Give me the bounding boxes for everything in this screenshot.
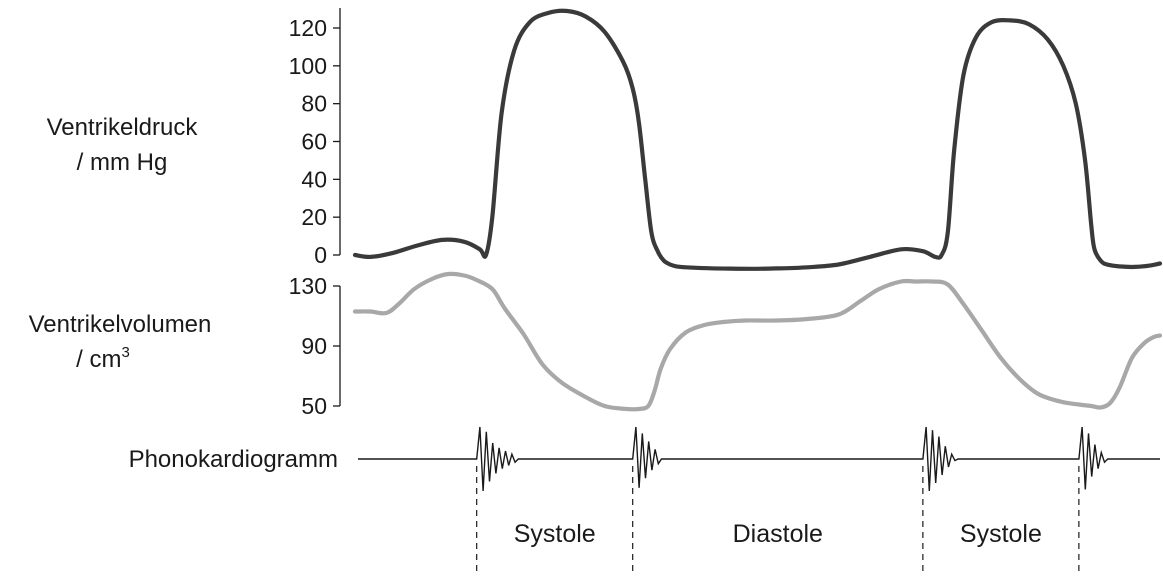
- pressure-tick-label: 0: [314, 242, 327, 268]
- phonocardiogram-line: [358, 426, 1160, 492]
- phonocardiogram-trace: [358, 426, 1160, 492]
- pressure-tick-label: 20: [301, 204, 327, 230]
- phono-label: Phonokardiogramm: [129, 446, 338, 473]
- phase-label-diastole: Diastole: [733, 520, 823, 548]
- volume-curve-group: [352, 271, 1163, 412]
- volume-tick-label: 130: [289, 273, 327, 299]
- volume-axis: 50 90 130: [289, 273, 341, 419]
- volume-unit-label: / cm3: [76, 344, 130, 373]
- pressure-unit-label: / mm Hg: [77, 149, 168, 176]
- pressure-tick-label: 100: [289, 53, 327, 79]
- volume-unit-superscript: 3: [121, 344, 129, 361]
- volume-tick-label: 50: [301, 393, 327, 419]
- phase-labels: Systole Diastole Systole: [514, 520, 1042, 548]
- pressure-tick-label: 120: [289, 15, 327, 41]
- phase-dividers: [476, 466, 1080, 575]
- volume-curve: [352, 271, 1163, 412]
- volume-unit-main: / cm: [76, 346, 121, 373]
- volume-tick-label: 90: [301, 333, 327, 359]
- pressure-axis: 0 20 40 60 80 100 120: [289, 8, 341, 268]
- phase-label-systole: Systole: [514, 520, 596, 548]
- phase-label-systole: Systole: [960, 520, 1042, 548]
- pressure-tick-label: 40: [301, 166, 327, 192]
- volume-label: Ventrikelvolumen: [29, 311, 212, 338]
- pressure-tick-label: 80: [301, 91, 327, 117]
- pressure-curve: [352, 8, 1163, 271]
- pressure-label: Ventrikeldruck: [47, 114, 199, 141]
- pressure-curve-group: [352, 8, 1163, 271]
- pressure-tick-label: 60: [301, 129, 327, 155]
